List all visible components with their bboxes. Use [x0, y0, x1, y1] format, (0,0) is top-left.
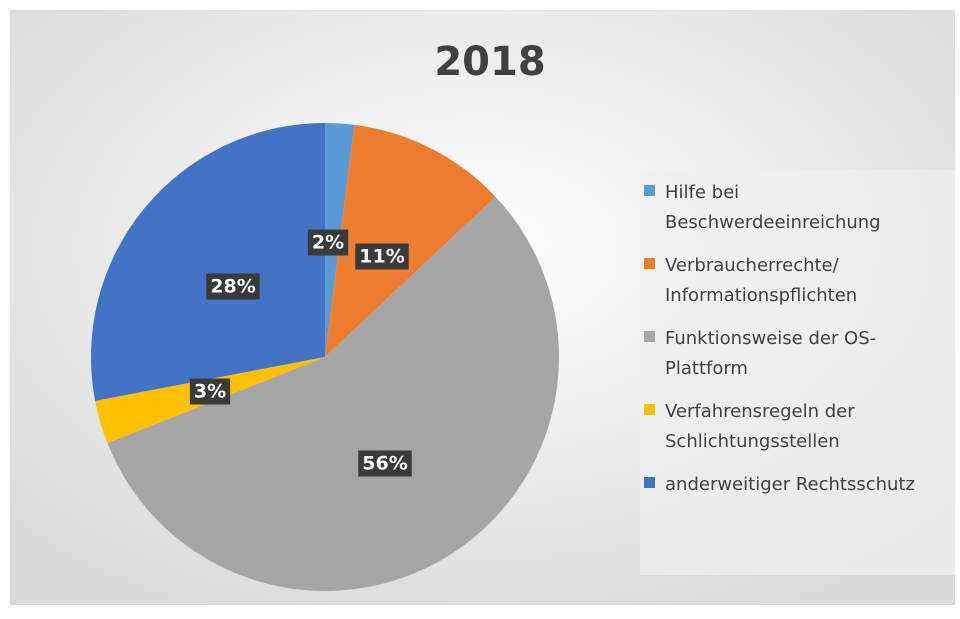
data-label-box [206, 273, 260, 300]
pie-slice [325, 124, 496, 358]
legend-label: Hilfe bei Beschwerdeeinreichung [665, 182, 881, 233]
data-label: 56% [362, 453, 407, 475]
data-label-box [307, 229, 349, 256]
legend: Hilfe bei Beschwerdeeinreichung Verbrauch… [640, 170, 955, 575]
data-label-box [355, 243, 409, 270]
data-label-box [189, 378, 231, 405]
legend-label: Verfahrensregeln der Schlichtungsstellen [665, 401, 855, 452]
legend-swatch [644, 477, 655, 488]
data-label: 28% [210, 276, 255, 298]
legend-swatch [644, 185, 655, 196]
legend-entry: Funktionsweise der OS-Plattform [644, 324, 934, 384]
legend-swatch [644, 331, 655, 342]
data-label-box [358, 450, 412, 477]
legend-label: Funktionsweise der OS-Plattform [665, 328, 877, 379]
legend-label: anderweitiger Rechtsschutz [665, 474, 915, 495]
data-label: 11% [359, 246, 404, 268]
legend-entry: anderweitiger Rechtsschutz [644, 470, 934, 500]
pie-slice [90, 123, 325, 401]
legend-swatch [644, 258, 655, 269]
data-label: 3% [194, 381, 226, 403]
legend-swatch [644, 404, 655, 415]
chart-title: 2018 [434, 39, 545, 85]
pie-slice [107, 196, 559, 591]
legend-entry: Hilfe bei Beschwerdeeinreichung [644, 178, 934, 238]
legend-entry: Verfahrensregeln der Schlichtungsstellen [644, 397, 934, 457]
data-label: 2% [312, 232, 344, 254]
legend-entry: Verbraucherrechte/ Informationspflichten [644, 251, 934, 311]
legend-label: Verbraucherrechte/ Informationspflichten [665, 255, 858, 306]
